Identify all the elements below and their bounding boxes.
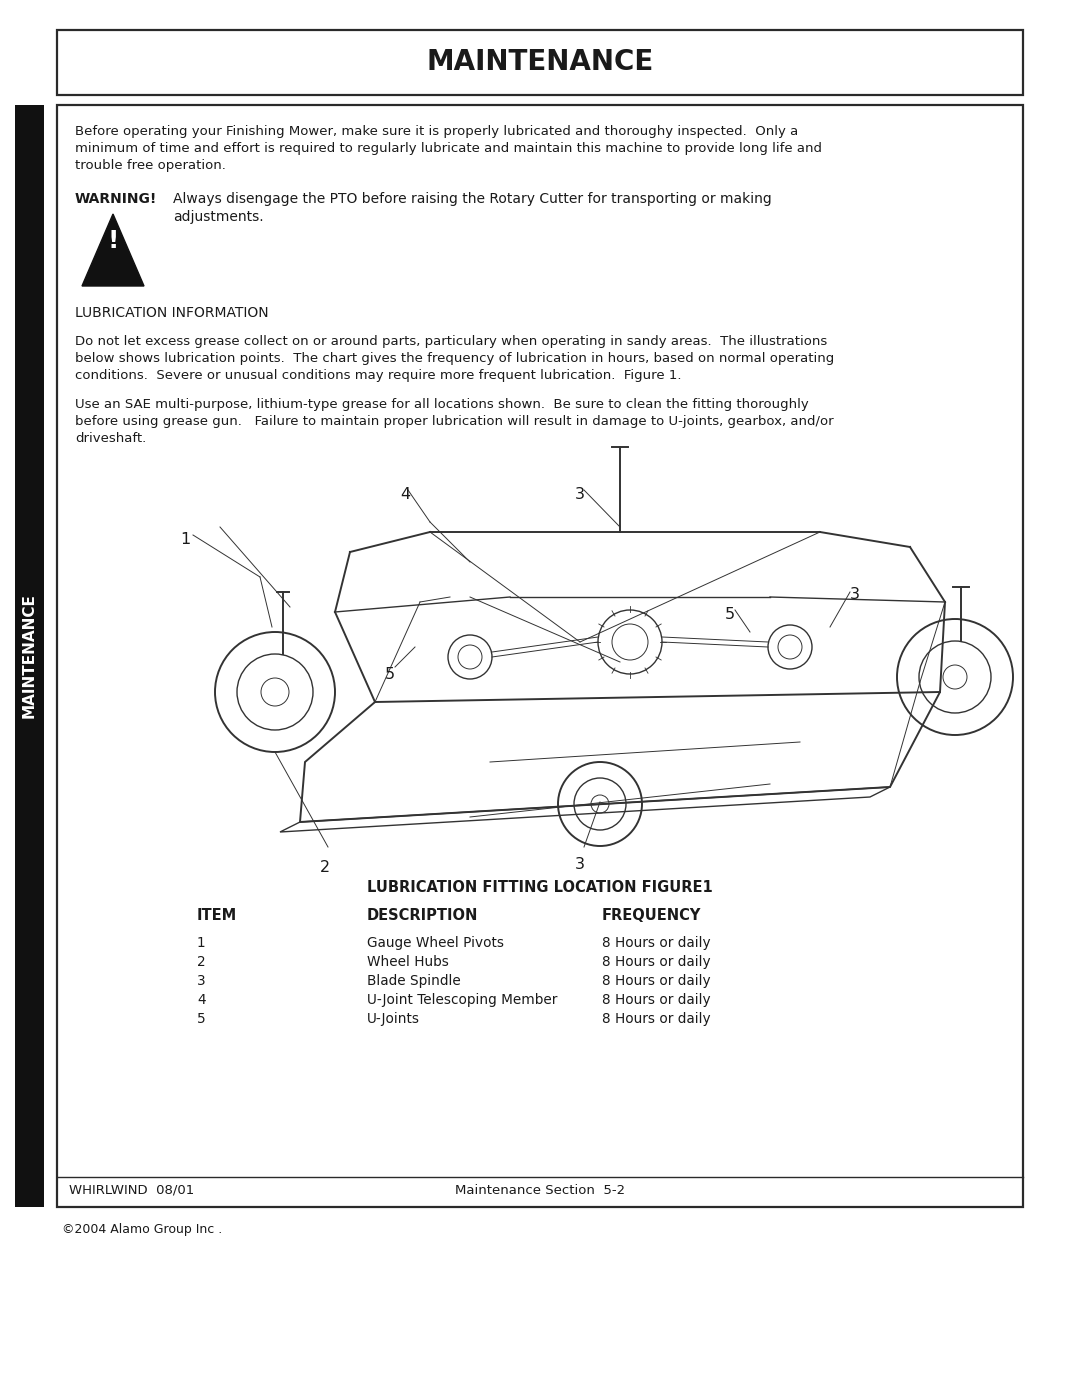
Text: LUBRICATION INFORMATION: LUBRICATION INFORMATION <box>75 306 269 320</box>
Text: 2: 2 <box>320 861 330 875</box>
Text: 3: 3 <box>575 856 585 872</box>
Text: WHIRLWIND  08/01: WHIRLWIND 08/01 <box>69 1183 194 1196</box>
Text: before using grease gun.   Failure to maintain proper lubrication will result in: before using grease gun. Failure to main… <box>75 415 834 427</box>
Text: 8 Hours or daily: 8 Hours or daily <box>602 936 711 950</box>
Text: 3: 3 <box>197 974 205 988</box>
Text: 5: 5 <box>384 666 395 682</box>
Text: driveshaft.: driveshaft. <box>75 432 146 446</box>
Text: Do not let excess grease collect on or around parts, particulary when operating : Do not let excess grease collect on or a… <box>75 335 827 348</box>
Text: 4: 4 <box>400 488 410 502</box>
Text: 4: 4 <box>197 993 205 1007</box>
Text: Blade Spindle: Blade Spindle <box>367 974 461 988</box>
Bar <box>57 29 1023 95</box>
Bar <box>57 105 1023 1207</box>
Text: ©2004 Alamo Group Inc .: ©2004 Alamo Group Inc . <box>62 1222 222 1236</box>
Polygon shape <box>82 214 144 286</box>
Text: Wheel Hubs: Wheel Hubs <box>367 956 449 970</box>
Text: 5: 5 <box>197 1011 206 1025</box>
Text: 3: 3 <box>850 587 860 602</box>
Text: MAINTENANCE: MAINTENANCE <box>427 49 653 77</box>
Text: MAINTENANCE: MAINTENANCE <box>22 594 37 718</box>
Text: U-Joints: U-Joints <box>367 1011 420 1025</box>
Text: minimum of time and effort is required to regularly lubricate and maintain this : minimum of time and effort is required t… <box>75 142 822 155</box>
Text: trouble free operation.: trouble free operation. <box>75 159 226 172</box>
Text: 8 Hours or daily: 8 Hours or daily <box>602 993 711 1007</box>
Text: Maintenance Section  5-2: Maintenance Section 5-2 <box>455 1183 625 1196</box>
Text: U-Joint Telescoping Member: U-Joint Telescoping Member <box>367 993 557 1007</box>
Text: !: ! <box>107 229 119 253</box>
Text: LUBRICATION FITTING LOCATION FIGURE1: LUBRICATION FITTING LOCATION FIGURE1 <box>367 880 713 895</box>
Text: Always disengage the PTO before raising the Rotary Cutter for transporting or ma: Always disengage the PTO before raising … <box>173 191 772 205</box>
Text: below shows lubrication points.  The chart gives the frequency of lubrication in: below shows lubrication points. The char… <box>75 352 834 365</box>
Text: adjustments.: adjustments. <box>173 210 264 224</box>
Text: Use an SAE multi-purpose, lithium-type grease for all locations shown.  Be sure : Use an SAE multi-purpose, lithium-type g… <box>75 398 809 411</box>
Text: DESCRIPTION: DESCRIPTION <box>367 908 478 923</box>
Text: conditions.  Severe or unusual conditions may require more frequent lubrication.: conditions. Severe or unusual conditions… <box>75 369 681 381</box>
Text: 1: 1 <box>197 936 205 950</box>
Text: 2: 2 <box>197 956 205 970</box>
Text: 5: 5 <box>725 608 735 622</box>
Text: Gauge Wheel Pivots: Gauge Wheel Pivots <box>367 936 504 950</box>
Text: Before operating your Finishing Mower, make sure it is properly lubricated and t: Before operating your Finishing Mower, m… <box>75 124 798 138</box>
Text: WARNING!: WARNING! <box>75 191 158 205</box>
Text: FREQUENCY: FREQUENCY <box>602 908 701 923</box>
Text: 8 Hours or daily: 8 Hours or daily <box>602 956 711 970</box>
Text: 8 Hours or daily: 8 Hours or daily <box>602 1011 711 1025</box>
Text: 8 Hours or daily: 8 Hours or daily <box>602 974 711 988</box>
Text: ITEM: ITEM <box>197 908 238 923</box>
Text: 1: 1 <box>180 532 190 548</box>
Bar <box>15 105 44 1207</box>
Text: 3: 3 <box>575 488 585 502</box>
